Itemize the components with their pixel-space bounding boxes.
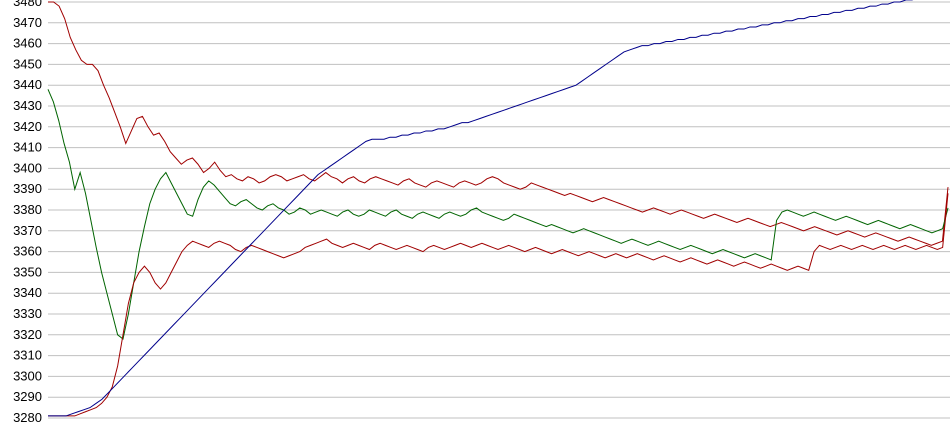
y-axis-tick-label: 3370	[13, 223, 42, 238]
y-axis-tick-label: 3390	[13, 181, 42, 196]
chart-container: 3280 3290 3300 3310 3320 3330 3340 3350 3360 3370…	[0, 0, 950, 435]
y-axis-tick-label: 3330	[13, 306, 42, 321]
data-series-blue_rising	[48, 0, 948, 416]
y-axis-tick-label: 3410	[13, 140, 42, 155]
y-axis-tick-label: 3440	[13, 77, 42, 92]
y-axis-tick-label: 3290	[13, 389, 42, 404]
y-axis-tick-label: 3320	[13, 327, 42, 342]
y-axis-tick-label: 3300	[13, 368, 42, 383]
y-axis-tick-label: 3450	[13, 56, 42, 71]
y-axis-tick-label: 3430	[13, 98, 42, 113]
y-axis-tick-label: 3470	[13, 15, 42, 30]
line-chart-svg: 3280 3290 3300 3310 3320 3330 3340 3350 3360 3370…	[0, 0, 950, 435]
y-axis-tick-label: 3340	[13, 285, 42, 300]
y-axis-tick-label: 3460	[13, 36, 42, 51]
data-series-dark_red_top	[48, 2, 948, 245]
y-axis-tick-label: 3380	[13, 202, 42, 217]
y-axis-tick-label: 3280	[13, 410, 42, 425]
y-axis-tick-label: 3420	[13, 119, 42, 134]
y-axis-tick-label: 3360	[13, 244, 42, 259]
y-axis-tick-label: 3400	[13, 160, 42, 175]
y-axis-tick-label: 3350	[13, 264, 42, 279]
y-axis-tick-label: 3310	[13, 348, 42, 363]
y-axis-tick-label: 3480	[13, 0, 42, 9]
